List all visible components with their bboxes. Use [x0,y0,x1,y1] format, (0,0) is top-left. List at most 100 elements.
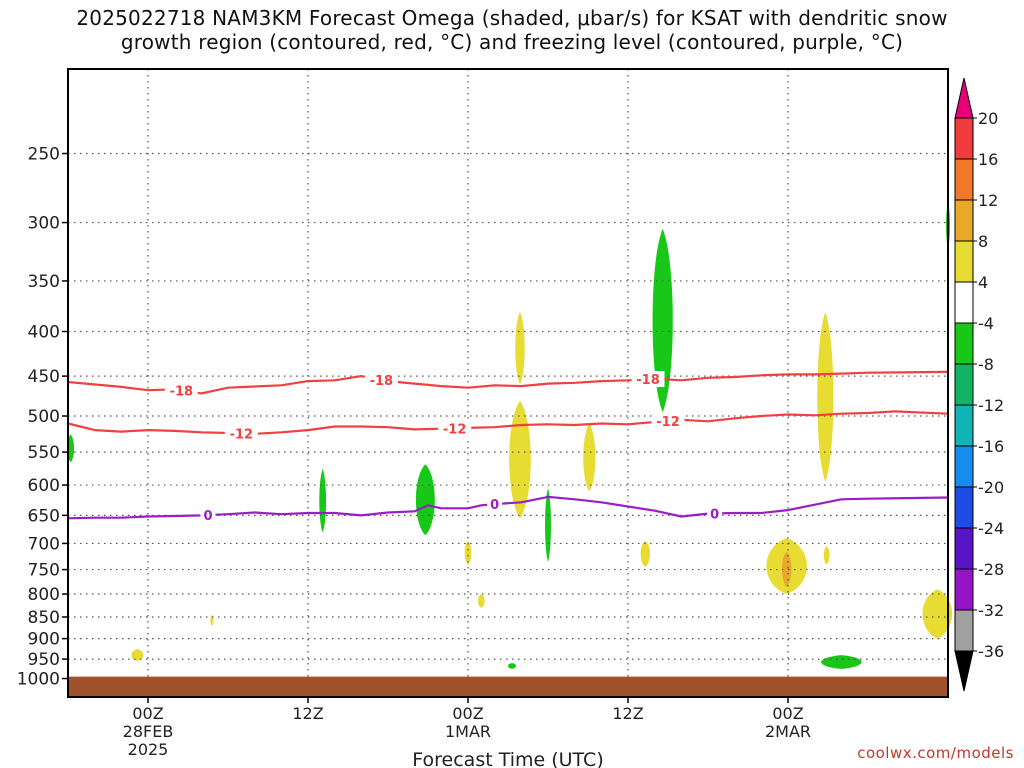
x-axis-label: Forecast Time (UTC) [412,749,603,768]
y-tick-label-600: 600 [28,476,60,496]
source-credit: coolwx.com/models [857,744,1014,762]
ground-layer [68,676,948,697]
x-tick-date-4: 2MAR [765,722,811,741]
y-tick-label-900: 900 [28,630,60,650]
chart-title: 2025022718 NAM3KM Forecast Omega (shaded… [0,6,1024,54]
omega-region-20 [781,551,792,587]
x-tick-label-4: 00Z [772,704,803,723]
contour-label--18-2: -18 [636,373,660,388]
colorbar-swatch-10 [954,527,974,570]
colorbar-swatch-11 [954,568,974,611]
colorbar-label-11: -28 [978,560,1004,579]
colorbar-label-4: 4 [978,273,988,292]
colorbar-top-triangle [954,77,974,119]
colorbar-swatch-3 [954,240,974,283]
colorbar-swatch-12 [954,609,974,652]
colorbar-swatch-0 [954,117,974,160]
colorbar-label-0: 20 [978,109,998,128]
y-tick-label-350: 350 [28,272,60,292]
colorbar-swatch-9 [954,486,974,529]
ground-fill [68,676,948,697]
colorbar-label-2: 12 [978,191,998,210]
contour-label-0-2: 0 [710,507,719,522]
y-axis: 2503003504004505005506006507007508008509… [17,145,68,690]
x-tick-year-0: 2025 [128,740,169,759]
chart-title-line2: growth region (contoured, red, °C) and f… [120,30,904,54]
omega-region-10 [583,423,596,492]
omega-region-9 [509,400,531,519]
omega-region-11 [817,312,834,482]
y-tick-label-800: 800 [28,585,60,605]
colorbar-label-9: -20 [978,478,1004,497]
omega-region-14 [640,540,651,568]
contour-layer: -18 -18 -18 -12 -12 -12 0 0 0 [67,370,949,524]
contour-label--18-0: -18 [170,384,194,399]
x-tick-label-2: 00Z [452,704,483,723]
colorbar-label-10: -24 [978,519,1004,538]
y-tick-label-850: 850 [28,608,60,628]
contour-label-bg--12-0 [224,425,258,442]
colorbar-label-3: 8 [978,232,988,251]
contour-label-bg-0-1 [487,496,503,513]
contour-label-bg--18-0 [164,382,198,399]
colorbar-swatch-7 [954,404,974,447]
chart-title-line1: 2025022718 NAM3KM Forecast Omega (shaded… [76,6,948,30]
colorbar-swatch-2 [954,199,974,242]
omega-region-8 [515,312,525,385]
contour-label-bg-0-0 [200,507,216,524]
contour-label-bg--18-2 [631,371,665,388]
omega-region-15 [823,546,830,565]
colorbar-label-5: -4 [978,314,994,333]
contour-label--12-0: -12 [230,427,254,442]
colorbar: 20 16 12 8 4 -4 -8 -12 -16 -20 -24 -28 -32 -36 [954,77,1004,692]
colorbar-label-6: -8 [978,355,994,374]
plot-border [67,68,949,698]
contour-label-bg-0-2 [707,505,723,522]
omega-region-4 [652,228,673,413]
contour-label-0-0: 0 [203,509,212,524]
y-tick-label-700: 700 [28,534,60,554]
plot-area [68,69,948,697]
contour-label-0-1: 0 [490,498,499,513]
omega-region-17 [131,648,144,662]
colorbar-swatch-6 [954,363,974,406]
x-tick-label-1: 12Z [292,704,323,723]
contour-line--12 [67,410,949,435]
y-tick-label-650: 650 [28,506,60,526]
contour-label--12-2: -12 [656,415,680,430]
y-tick-label-950: 950 [28,650,60,670]
contour-label--12-1: -12 [443,422,467,437]
colorbar-swatch-1 [954,158,974,201]
contour-label-bg--12-1 [438,420,472,437]
contour-label--18-1: -18 [370,374,394,389]
contour-label-bg--12-2 [651,412,685,429]
colorbar-swatch-4 [954,281,974,324]
y-tick-label-400: 400 [28,323,60,343]
y-tick-label-500: 500 [28,407,60,427]
y-tick-label-750: 750 [28,561,60,581]
x-tick-label-3: 12Z [612,704,643,723]
omega-region-12 [464,540,472,565]
omega-region-13 [477,594,485,608]
colorbar-bottom-triangle [954,650,974,692]
colorbar-label-12: -32 [978,601,1004,620]
omega-shading-layer [67,203,953,669]
y-tick-label-550: 550 [28,443,60,463]
colorbar-label-1: 16 [978,150,998,169]
plot-frame [67,68,949,698]
y-tick-label-300: 300 [28,214,60,234]
colorbar-swatch-5 [954,322,974,365]
y-tick-label-450: 450 [28,367,60,387]
contour-line--18 [67,370,949,395]
colorbar-swatch-8 [954,445,974,488]
x-tick-label-0: 00Z [132,704,163,723]
x-tick-date-2: 1MAR [445,722,491,741]
omega-region-7 [507,663,517,669]
y-tick-label-250: 250 [28,145,60,165]
omega-region-19 [922,589,953,639]
colorbar-label-7: -12 [978,396,1004,415]
colorbar-label-13: -36 [978,642,1004,661]
plot-background [68,69,948,697]
